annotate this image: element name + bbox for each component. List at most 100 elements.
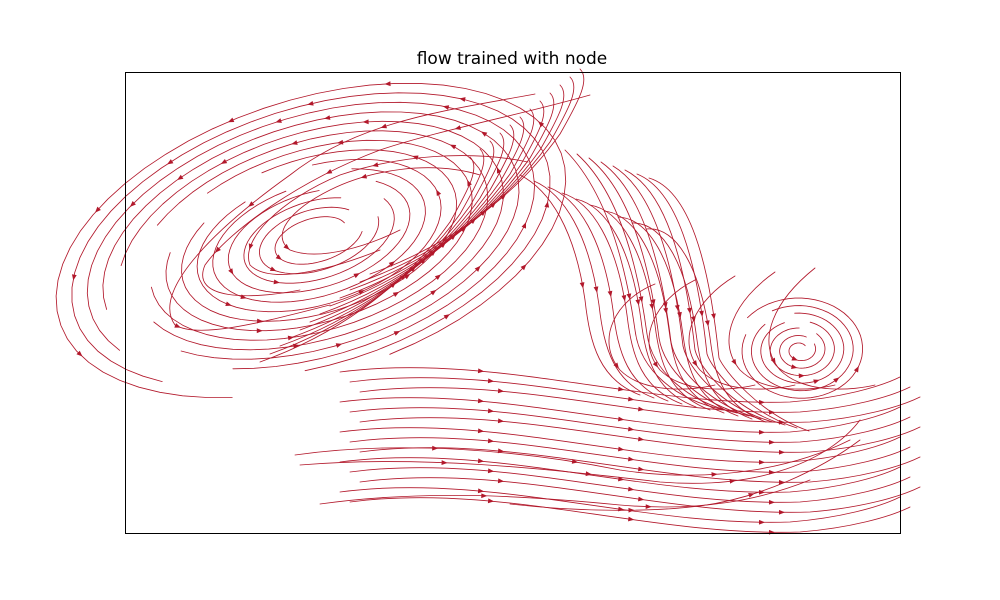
- streamline-7: [165, 139, 473, 332]
- streamline-arrow: [434, 274, 442, 280]
- streamline-30: [519, 174, 641, 396]
- streamline-arrow: [76, 350, 83, 357]
- streamline-arrow: [388, 261, 395, 267]
- streamline-arrow: [791, 356, 798, 361]
- streamline-arrow: [248, 243, 254, 250]
- streamline-arrow: [480, 131, 488, 137]
- streamline-21: [289, 132, 505, 339]
- streamline-arrow: [770, 357, 776, 365]
- streamline-11: [86, 101, 536, 370]
- streamline-76: [608, 283, 716, 390]
- streamline-arrow: [487, 468, 495, 474]
- streamline-arrow: [617, 416, 625, 422]
- streamline-74: [688, 275, 796, 390]
- streamline-69: [760, 312, 845, 384]
- streamline-arrow: [627, 516, 635, 522]
- streamline-arrow: [443, 314, 450, 320]
- streamline-arrow: [487, 378, 495, 384]
- streamline-arrow: [307, 100, 314, 106]
- streamline-5: [196, 158, 442, 313]
- streamline-arrow: [353, 273, 360, 279]
- streamline-37: [617, 216, 739, 417]
- streamline-44: [612, 165, 774, 423]
- streamline-arrow: [652, 361, 659, 368]
- streamline-68: [769, 321, 835, 377]
- streamline-45: [624, 169, 786, 426]
- streamline-arrow: [215, 246, 221, 253]
- streamline-arrow: [497, 388, 505, 394]
- streamline-arrow: [635, 299, 641, 306]
- streamline-8: [150, 130, 489, 341]
- streamline-64: [319, 479, 811, 508]
- streamline-arrow: [467, 179, 472, 187]
- streamline-arrow: [248, 201, 255, 207]
- streamline-arrow: [626, 293, 632, 300]
- streamline-arrow: [692, 360, 698, 367]
- streamline-arrow: [273, 279, 280, 285]
- streamline-47: [648, 177, 810, 432]
- streamline-arrow: [627, 486, 635, 492]
- streamline-63: [299, 419, 861, 484]
- streamline-53: [359, 417, 921, 453]
- streamline-arrow: [686, 307, 692, 314]
- streamline-arrow: [778, 509, 785, 515]
- streamline-arrow: [758, 459, 765, 465]
- streamline-arrow: [833, 377, 840, 383]
- streamline-arrow: [571, 459, 579, 464]
- streamline-55: [349, 437, 911, 473]
- streamline-arrow: [335, 343, 343, 348]
- streamline-arrow: [449, 144, 457, 150]
- streamline-3: [227, 180, 411, 294]
- streamline-arrow: [269, 266, 277, 272]
- streamline-arrow: [768, 529, 775, 535]
- streamline-40: [564, 149, 726, 411]
- streamline-72: [768, 267, 876, 390]
- streamline-arrow: [324, 115, 331, 120]
- streamline-arrow: [430, 289, 437, 296]
- streamline-arrow: [436, 189, 442, 196]
- streamline-arrow: [95, 206, 101, 213]
- streamline-arrow: [487, 408, 495, 414]
- streamline-arrow: [853, 366, 859, 373]
- streamline-arrow: [167, 159, 174, 165]
- streamline-arrow: [177, 174, 184, 181]
- streamline-arrow: [607, 290, 613, 298]
- streamline-arrow: [442, 105, 450, 110]
- axes-frame: [125, 72, 901, 534]
- streamline-25: [329, 100, 545, 307]
- streamline-arrow: [628, 507, 635, 513]
- streamline-arrow: [711, 313, 716, 320]
- streamline-arrow: [129, 200, 136, 207]
- streamline-arrow: [768, 499, 775, 505]
- streamline-10: [102, 111, 520, 360]
- streamline-arrow: [487, 438, 495, 444]
- streamline-arrow: [637, 406, 645, 412]
- streamline-65: [509, 439, 861, 511]
- streamline-arrow: [477, 458, 485, 464]
- streamline-22: [299, 124, 515, 331]
- streamline-arrow: [638, 296, 644, 303]
- streamline-75: [648, 279, 756, 390]
- streamline-arrow: [71, 274, 77, 281]
- streamline-arrow: [637, 496, 645, 502]
- streamline-arrow: [477, 488, 485, 494]
- streamline-arrow: [699, 310, 704, 317]
- streamline-32: [547, 186, 669, 402]
- streamline-17: [281, 167, 481, 255]
- streamline-arrow: [520, 264, 527, 271]
- streamline-arrow: [585, 471, 592, 477]
- streamline-arrow: [645, 504, 652, 510]
- streamline-arrow: [729, 478, 736, 484]
- streamline-56: [359, 447, 921, 483]
- streamline-arrow: [293, 343, 300, 349]
- streamline-arrow: [275, 118, 282, 123]
- streamline-arrow: [791, 364, 798, 370]
- streamline-arrow: [613, 362, 619, 369]
- streamline-arrow: [496, 167, 502, 174]
- streamline-arrow: [497, 478, 505, 484]
- streamline-arrow: [441, 460, 448, 465]
- streamline-arrow: [758, 519, 765, 525]
- streamline-28: [359, 76, 575, 283]
- streamline-arrow: [220, 158, 228, 164]
